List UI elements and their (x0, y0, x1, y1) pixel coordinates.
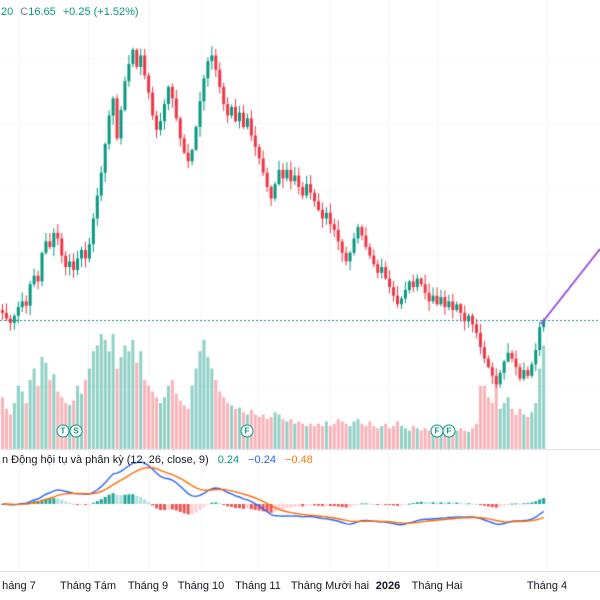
time-axis-label: Tháng 11 (235, 580, 281, 592)
time-axis-label: 2026 (375, 580, 401, 592)
time-axis-label: Tháng 10 (177, 580, 225, 592)
time-axis-label: Tháng Hai (411, 580, 463, 592)
macd-legend[interactable]: n Động hội tụ và phân kỳ (12, 26, close,… (2, 454, 313, 466)
event-badge[interactable]: F (240, 424, 254, 438)
time-axis-label: Tháng Mười hai (290, 580, 370, 592)
event-badge[interactable]: S (69, 424, 83, 438)
event-badge[interactable]: F (430, 424, 444, 438)
close-readout: C16.65 (20, 6, 55, 18)
macd-signal-value: −0.48 (284, 454, 313, 466)
close-label: C (20, 6, 29, 18)
macd-line-value: −0.24 (248, 454, 276, 466)
macd-title: n Động hội tụ và phân kỳ (12, 26, close,… (2, 454, 209, 466)
time-axis[interactable]: háng 7 Tháng Tám Tháng 9 Tháng 10 Tháng 11 Th… (0, 571, 600, 600)
symbol-legend[interactable]: 20 C16.65 +0.25 (+1.52%) (1, 6, 139, 18)
event-badge[interactable]: T (56, 424, 70, 438)
ohlc-low-tail: 20 (1, 6, 14, 18)
macd-histogram-value: 0.24 (217, 454, 240, 466)
time-axis-label: Tháng Tám (59, 580, 117, 592)
event-badge[interactable]: F (442, 424, 456, 438)
pane-separator[interactable] (0, 449, 600, 450)
time-axis-label: háng 7 (2, 580, 36, 592)
time-axis-label: Tháng 9 (127, 580, 169, 592)
close-value: 16.65 (28, 6, 56, 18)
change-value: +0.25 (+1.52%) (62, 6, 139, 18)
time-axis-label: Tháng 4 (526, 580, 568, 592)
